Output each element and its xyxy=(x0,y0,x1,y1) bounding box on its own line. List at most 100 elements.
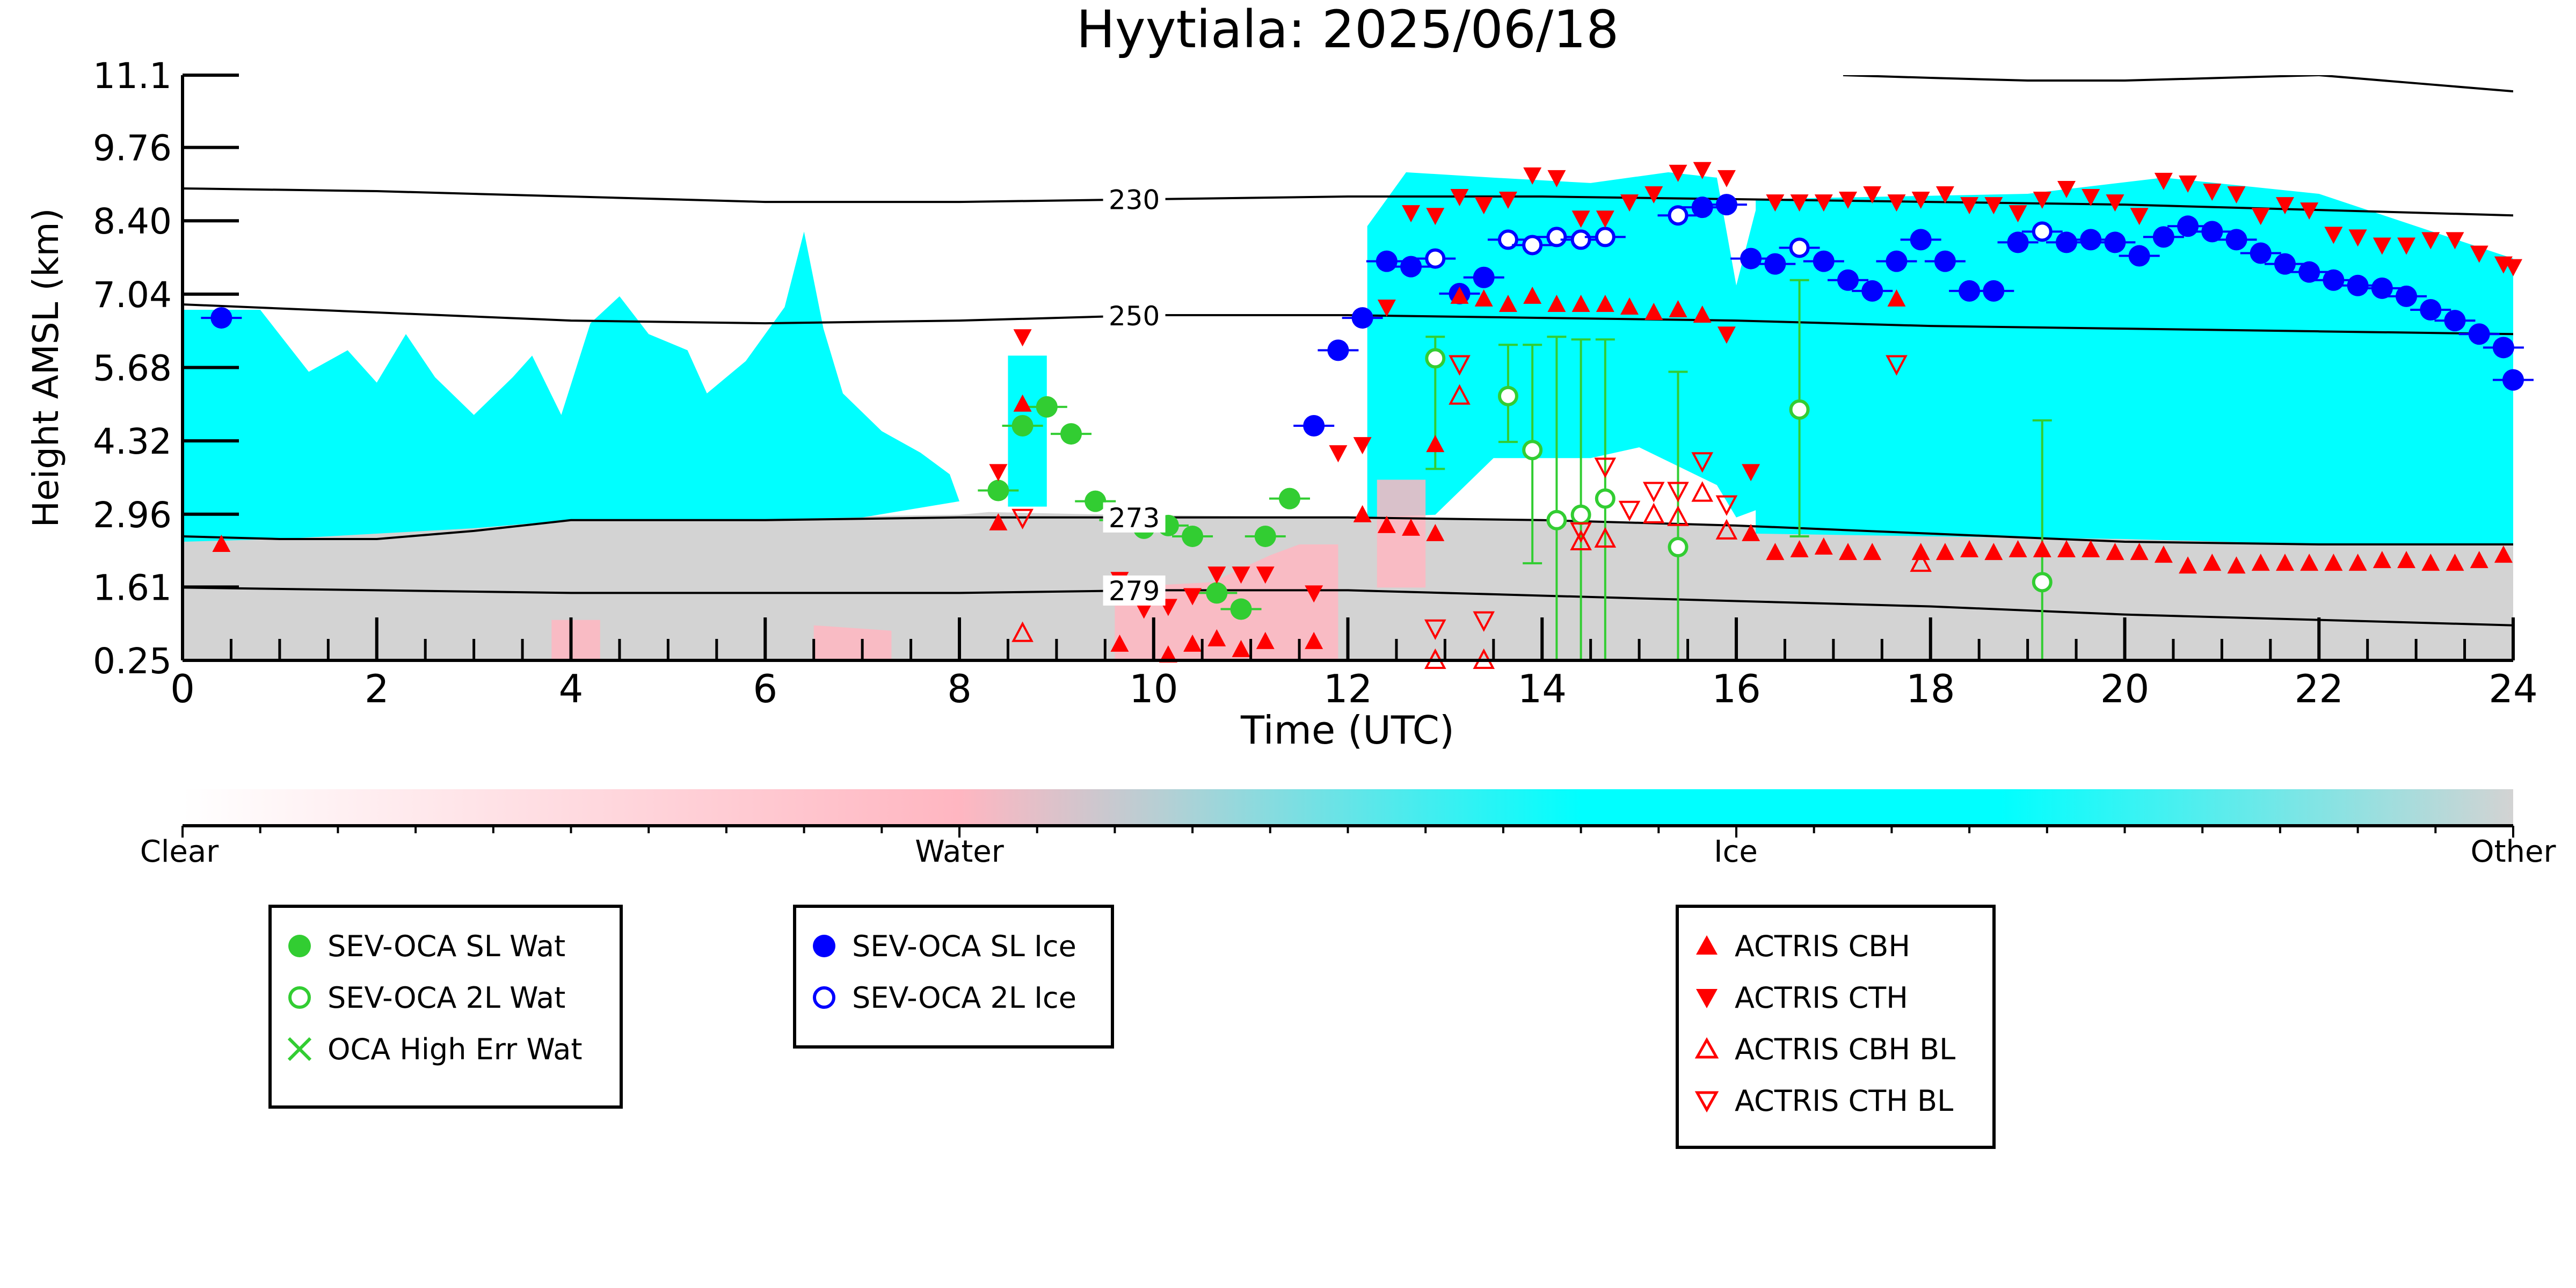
marker-point xyxy=(1182,525,1204,547)
marker-point xyxy=(1935,186,1954,204)
open-triangle-up-icon xyxy=(1694,1037,1719,1059)
marker-point xyxy=(1523,167,1542,185)
marker-point xyxy=(2371,277,2393,299)
marker-point xyxy=(2348,554,2367,571)
marker-point xyxy=(1789,399,1810,420)
marker-point xyxy=(1402,205,1421,223)
marker-point xyxy=(1668,537,1689,558)
marker-point xyxy=(1473,611,1495,632)
x-tick-label: 14 xyxy=(1517,666,1567,711)
marker-point xyxy=(1571,294,1590,312)
marker-point xyxy=(1159,645,1177,663)
x-tick-label: 6 xyxy=(753,666,777,711)
marker-point xyxy=(2324,554,2343,571)
contour-label-bg xyxy=(1103,301,1166,331)
marker-point xyxy=(1886,250,1908,272)
water-region xyxy=(551,620,600,660)
marker-point xyxy=(1449,355,1471,376)
marker-point xyxy=(1740,248,1762,270)
marker-point xyxy=(1207,566,1226,584)
marker-point xyxy=(2032,221,2053,242)
marker-point xyxy=(1450,286,1469,304)
marker-point xyxy=(1278,487,1300,510)
marker-point xyxy=(2057,180,2076,198)
chart-title: Hyytiala: 2025/06/18 xyxy=(1076,0,1619,60)
ice-region xyxy=(183,231,959,542)
marker-point xyxy=(1717,326,1736,344)
y-tick-label: 2.96 xyxy=(93,494,172,536)
marker-point xyxy=(1595,227,1616,248)
legend-label: SEV-OCA SL Wat xyxy=(328,929,566,963)
marker-point xyxy=(2323,269,2345,291)
marker-point xyxy=(2421,232,2440,250)
legend-item: ACTRIS CBH BL xyxy=(1679,1023,1992,1075)
marker-point xyxy=(1013,329,1032,347)
legend-actris: ACTRIS CBH ACTRIS CTH ACTRIS CBH BL ACTR… xyxy=(1676,905,1996,1149)
marker-point xyxy=(2420,299,2442,321)
marker-point xyxy=(1085,490,1107,512)
marker-point xyxy=(2492,337,2514,359)
ice-region xyxy=(1367,172,1766,518)
marker-point xyxy=(1497,385,1518,406)
marker-point xyxy=(1424,619,1446,640)
contour-label: 279 xyxy=(1109,576,1160,607)
marker-point xyxy=(2179,556,2197,574)
marker-point xyxy=(989,513,1008,530)
marker-point xyxy=(2033,192,2051,209)
x-tick-label: 12 xyxy=(1323,666,1373,711)
x-tick-label: 0 xyxy=(170,666,195,711)
marker-point xyxy=(1522,235,1543,256)
marker-point xyxy=(1305,631,1323,649)
y-tick-label: 11.1 xyxy=(93,55,172,97)
marker-point xyxy=(2298,261,2320,283)
colorbar-label-other: Other xyxy=(2470,834,2556,869)
marker-point xyxy=(2397,551,2416,569)
marker-point xyxy=(1353,505,1372,522)
marker-point xyxy=(1207,629,1226,646)
marker-point xyxy=(1620,194,1639,212)
legend-item: SEV-OCA 2L Wat xyxy=(272,972,620,1023)
marker-point xyxy=(1742,523,1760,541)
marker-point xyxy=(2106,194,2124,212)
marker-point xyxy=(1134,601,1153,619)
marker-point xyxy=(1911,192,1930,209)
marker-point xyxy=(1400,256,1422,278)
marker-point xyxy=(1474,289,1493,307)
open-circle-icon xyxy=(813,986,835,1009)
legend-item: OCA High Err Wat xyxy=(272,1023,620,1075)
marker-point xyxy=(1570,504,1591,525)
marker-point xyxy=(1691,452,1714,473)
colorbar-label-clear: Clear xyxy=(140,834,219,869)
marker-point xyxy=(1983,280,2005,302)
marker-point xyxy=(1984,543,2003,561)
open-triangle-down-icon xyxy=(1694,1091,1719,1113)
marker-point xyxy=(1012,621,1034,642)
marker-point xyxy=(1644,303,1663,321)
marker-point xyxy=(2494,545,2513,563)
marker-point xyxy=(2106,543,2124,561)
marker-point xyxy=(2179,175,2197,193)
y-tick-label: 0.25 xyxy=(93,641,172,682)
legend-water: SEV-OCA SL Wat SEV-OCA 2L Wat OCA High E… xyxy=(268,905,623,1109)
contour-label: 230 xyxy=(1109,185,1160,216)
water-region xyxy=(1115,544,1338,660)
contour-line xyxy=(183,586,2513,627)
contour-line xyxy=(1843,75,2513,93)
marker-point xyxy=(1546,510,1567,530)
legend-label: OCA High Err Wat xyxy=(328,1032,583,1066)
marker-point xyxy=(1110,634,1129,652)
marker-point xyxy=(2032,572,2053,593)
marker-point xyxy=(1766,543,1785,561)
marker-point xyxy=(2470,245,2488,263)
marker-point xyxy=(1644,186,1663,204)
legend-label: SEV-OCA SL Ice xyxy=(852,929,1076,963)
marker-point xyxy=(2055,231,2077,253)
y-tick-label: 1.61 xyxy=(93,567,172,608)
marker-point xyxy=(1522,440,1543,461)
marker-point xyxy=(1425,348,1446,369)
marker-point xyxy=(1594,457,1617,478)
y-tick-label: 5.68 xyxy=(93,347,172,389)
marker-point xyxy=(1183,634,1202,652)
